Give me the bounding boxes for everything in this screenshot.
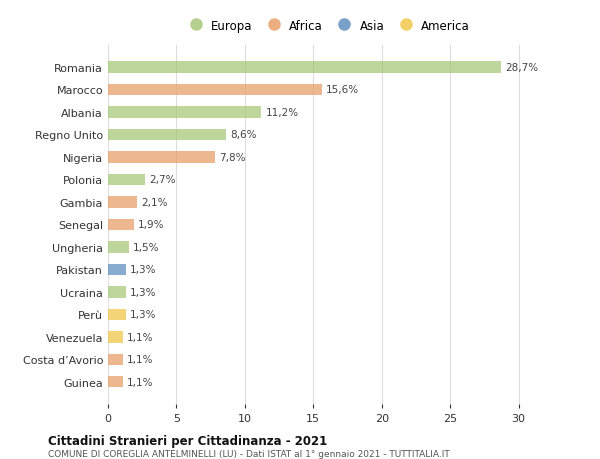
Text: 1,1%: 1,1% xyxy=(127,355,154,364)
Bar xyxy=(108,197,137,208)
Bar xyxy=(108,84,322,96)
Text: 1,3%: 1,3% xyxy=(130,265,157,275)
Text: 1,5%: 1,5% xyxy=(133,242,159,252)
Text: 1,3%: 1,3% xyxy=(130,287,157,297)
Bar xyxy=(108,309,126,320)
Text: 1,3%: 1,3% xyxy=(130,310,157,319)
Text: 1,1%: 1,1% xyxy=(127,332,154,342)
Text: 1,9%: 1,9% xyxy=(138,220,164,230)
Bar xyxy=(108,174,145,185)
Bar xyxy=(108,331,123,343)
Bar xyxy=(108,242,128,253)
Legend: Europa, Africa, Asia, America: Europa, Africa, Asia, America xyxy=(181,16,473,36)
Text: 11,2%: 11,2% xyxy=(265,108,299,118)
Text: 2,7%: 2,7% xyxy=(149,175,176,185)
Text: 15,6%: 15,6% xyxy=(326,85,359,95)
Bar xyxy=(108,354,123,365)
Text: 8,6%: 8,6% xyxy=(230,130,256,140)
Text: 28,7%: 28,7% xyxy=(505,63,538,73)
Bar xyxy=(108,376,123,388)
Bar xyxy=(108,219,134,230)
Bar xyxy=(108,107,261,118)
Bar xyxy=(108,286,126,298)
Bar xyxy=(108,129,226,141)
Text: 7,8%: 7,8% xyxy=(219,152,245,162)
Text: 1,1%: 1,1% xyxy=(127,377,154,387)
Text: COMUNE DI COREGLIA ANTELMINELLI (LU) - Dati ISTAT al 1° gennaio 2021 - TUTTITALI: COMUNE DI COREGLIA ANTELMINELLI (LU) - D… xyxy=(48,449,450,458)
Text: 2,1%: 2,1% xyxy=(141,197,167,207)
Bar xyxy=(108,62,501,73)
Bar xyxy=(108,152,215,163)
Text: Cittadini Stranieri per Cittadinanza - 2021: Cittadini Stranieri per Cittadinanza - 2… xyxy=(48,434,327,447)
Bar xyxy=(108,264,126,275)
